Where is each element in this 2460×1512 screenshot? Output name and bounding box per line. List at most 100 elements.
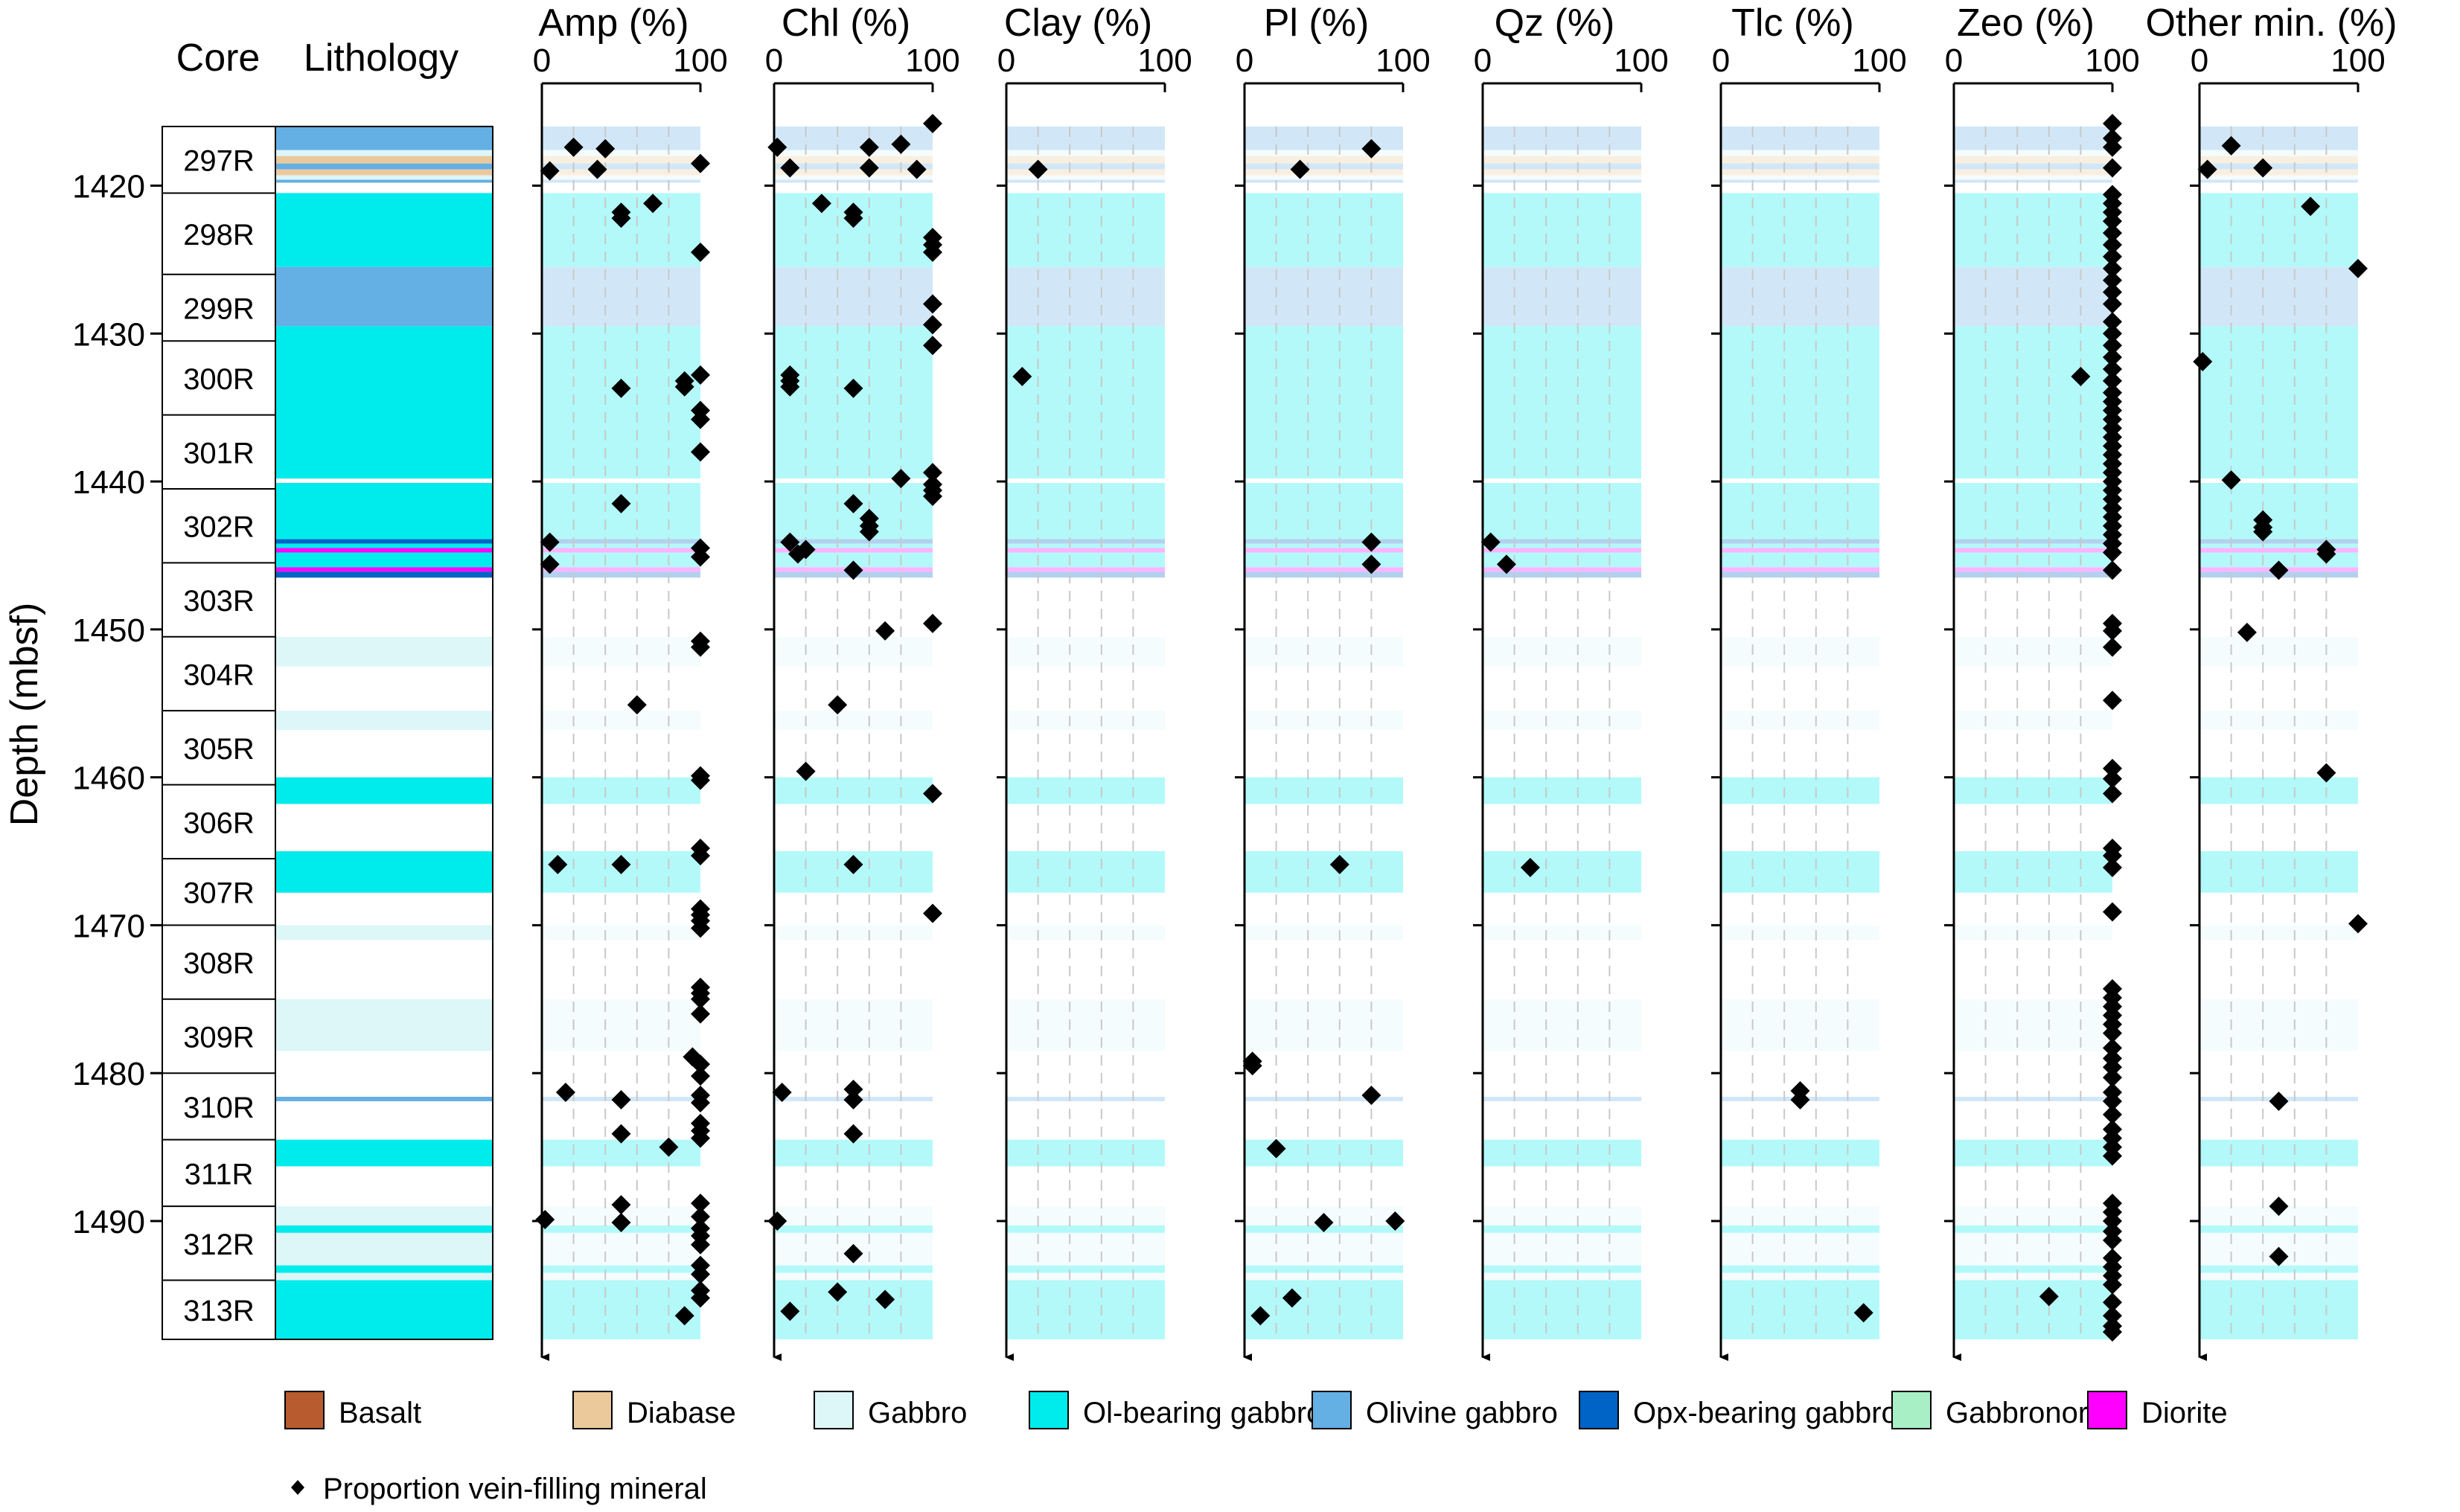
vein-marker xyxy=(1361,1086,1381,1106)
panel-band xyxy=(542,777,700,804)
vein-marker xyxy=(535,1209,555,1229)
legend-item-olivine-gabbro: Olivine gabbro xyxy=(1312,1391,1558,1429)
panel-band xyxy=(1954,999,2112,1051)
panel-band xyxy=(542,179,700,183)
lithology-interval-gabbro xyxy=(275,150,493,156)
lithology-interval-olivine-gabbro xyxy=(275,179,493,183)
legend-swatch xyxy=(1579,1391,1619,1429)
core-column: 297R 298R 299R 300R 301R 302R 303R 304R 305R 306R… xyxy=(162,126,276,1340)
panel-band xyxy=(1483,266,1641,327)
depth-tick-label: 1480 xyxy=(72,1056,145,1092)
vein-marker xyxy=(780,532,800,552)
panel-band xyxy=(774,636,933,667)
vein-marker xyxy=(907,159,927,179)
vein-marker xyxy=(2103,312,2122,332)
panel-band xyxy=(1245,1232,1403,1266)
vein-marker xyxy=(2039,1287,2059,1307)
vein-marker xyxy=(611,493,631,513)
legend-item-ol-bearing-gabbro: Ol-bearing gabbro xyxy=(1029,1391,1323,1429)
vein-marker xyxy=(923,613,942,633)
vein-marker xyxy=(2103,1057,2122,1077)
lithology-interval-gabbro xyxy=(275,636,493,667)
panel-band xyxy=(1954,156,2112,164)
panel-band xyxy=(1245,777,1403,804)
lithology-interval-gabbro xyxy=(275,925,493,941)
panel-band xyxy=(1245,150,1403,156)
panel-band xyxy=(1483,326,1641,479)
panel-band xyxy=(1245,571,1403,578)
panel-band xyxy=(1245,326,1403,479)
panel-band xyxy=(1006,548,1165,553)
vein-marker xyxy=(2269,560,2289,580)
vein-marker xyxy=(2103,1322,2122,1342)
lithology-interval-ol-bearing-gabbro xyxy=(275,1265,493,1273)
panel-band xyxy=(542,552,700,568)
panel-band xyxy=(1006,175,1165,180)
vein-marker xyxy=(1361,138,1381,158)
panel-band xyxy=(1006,1097,1165,1101)
panel-percent-tick-label: 100 xyxy=(2085,42,2139,79)
panel-band xyxy=(542,163,700,170)
panel-band xyxy=(1954,169,2112,176)
panel-band xyxy=(542,636,700,667)
panel-band xyxy=(1245,175,1403,180)
vein-marker xyxy=(923,903,942,923)
vein-marker xyxy=(923,336,942,356)
depth-tick-label: 1430 xyxy=(72,316,145,353)
lithology-interval-gabbro xyxy=(275,175,493,180)
panel-band xyxy=(1483,539,1641,544)
core-label: 311R xyxy=(185,1158,254,1191)
vein-marker xyxy=(2103,211,2122,231)
vein-marker xyxy=(627,695,647,715)
panel-title: Amp (%) xyxy=(538,1,689,45)
vein-marker xyxy=(540,161,560,181)
vein-marker xyxy=(691,1194,710,1214)
panel-band xyxy=(2199,483,2358,539)
lithology-interval-olivine-gabbro xyxy=(275,126,493,150)
panel-band xyxy=(1954,777,2112,804)
panel-band xyxy=(2199,1225,2358,1233)
panel-band xyxy=(2199,1139,2358,1167)
panel-band xyxy=(542,266,700,327)
lithology-interval-diabase xyxy=(275,169,493,176)
panel-band xyxy=(542,1232,700,1266)
panel-band xyxy=(1483,175,1641,180)
panel-band xyxy=(2199,169,2358,176)
vein-marker xyxy=(2197,159,2217,179)
panel-band xyxy=(774,1139,933,1167)
panel-band xyxy=(1245,548,1403,553)
panel-band xyxy=(1006,126,1165,150)
panel-band xyxy=(1721,567,1879,572)
panel-band xyxy=(1483,179,1641,183)
vein-marker xyxy=(2103,1023,2122,1043)
panel-band xyxy=(1006,1206,1165,1226)
panel-band xyxy=(774,543,933,548)
vein-marker xyxy=(691,1054,710,1074)
panel-band xyxy=(1245,1272,1403,1281)
panel-band xyxy=(1954,552,2112,568)
vein-marker xyxy=(859,522,879,542)
panel-band xyxy=(1245,126,1403,150)
vein-marker xyxy=(875,621,895,641)
depth-tick-label: 1490 xyxy=(72,1204,145,1240)
vein-marker xyxy=(767,137,787,157)
panel-band xyxy=(542,156,700,164)
vein-marker xyxy=(2103,1091,2122,1111)
panel-percent-tick-label: 0 xyxy=(1236,42,1253,79)
panel-band xyxy=(2199,1280,2358,1339)
vein-marker xyxy=(2103,294,2122,314)
lithology-interval-gabbro xyxy=(275,1232,493,1266)
panel-band xyxy=(1006,571,1165,578)
lithology-interval-ol-bearing-gabbro xyxy=(275,193,493,267)
vein-marker xyxy=(875,1290,895,1310)
panel-band xyxy=(2199,1272,2358,1281)
panel-band xyxy=(1954,567,2112,572)
panel-band xyxy=(1006,925,1165,941)
panel-band xyxy=(1954,126,2112,150)
panel-band xyxy=(774,126,933,150)
panel-band xyxy=(1721,539,1879,544)
vein-marker xyxy=(611,1195,631,1215)
panel-band xyxy=(1006,326,1165,479)
